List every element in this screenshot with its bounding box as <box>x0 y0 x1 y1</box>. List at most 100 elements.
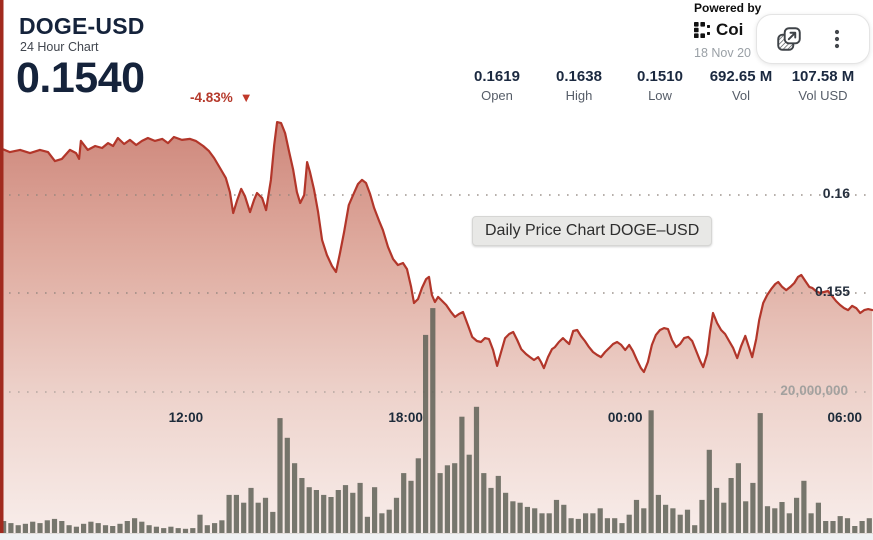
price-area-fill <box>0 122 873 533</box>
volume-bar <box>808 513 814 533</box>
powered-by-label: Powered by <box>694 1 762 15</box>
volume-bar <box>335 490 341 533</box>
volume-bar <box>612 518 618 533</box>
price-change: -4.83% ▼ <box>190 90 253 105</box>
volume-bar <box>583 513 589 533</box>
volume-bar <box>364 516 370 533</box>
volume-bar <box>663 504 669 533</box>
volume-bar <box>241 502 247 533</box>
volume-bar <box>270 511 276 533</box>
stat-volume: 692.65 M Vol <box>686 68 796 103</box>
volume-bar <box>415 458 421 533</box>
volume-bar <box>553 499 560 533</box>
volume-bar <box>546 513 552 533</box>
widget-toolbar <box>756 14 870 64</box>
volume-bar <box>132 518 138 533</box>
volume-bar <box>233 494 239 533</box>
stat-volume-usd: 107.58 M Vol USD <box>768 68 873 103</box>
volume-bar <box>706 449 712 533</box>
open-popout-icon <box>775 25 803 53</box>
volume-bar <box>306 487 312 533</box>
volume-bar <box>44 520 50 533</box>
stat-open: 0.1619 Open <box>442 68 552 103</box>
stat-label: High <box>565 88 593 103</box>
volume-bar <box>262 497 269 534</box>
volume-bar <box>532 508 538 533</box>
volume-bar <box>714 487 720 533</box>
volume-bar <box>1 521 7 533</box>
volume-bar <box>815 502 821 533</box>
volume-bar <box>401 473 407 533</box>
volume-bar <box>517 502 523 533</box>
bottom-band <box>0 534 873 540</box>
volume-bar <box>437 473 443 533</box>
volume-bars <box>1 308 872 534</box>
volume-bar <box>430 308 436 533</box>
stat-value: 107.58 M <box>791 68 855 85</box>
volume-bar <box>277 418 283 533</box>
volume-bar <box>299 478 305 533</box>
volume-bar <box>539 513 545 533</box>
volume-bar <box>372 487 378 533</box>
volume-bar <box>459 416 465 533</box>
volume-bar <box>212 523 218 533</box>
volume-bar <box>153 526 159 533</box>
open-popout-button[interactable] <box>773 23 805 55</box>
volume-bar <box>139 521 145 533</box>
kebab-menu-button[interactable] <box>821 23 853 55</box>
volume-bar <box>168 526 174 533</box>
volume-bar <box>350 492 356 533</box>
volume-bar <box>597 508 603 533</box>
volume-bar <box>495 475 501 533</box>
volume-bar <box>117 523 123 533</box>
volume-bar <box>73 526 79 533</box>
volume-bar <box>794 497 800 534</box>
volume-bar <box>721 502 727 533</box>
volume-bar <box>88 521 94 533</box>
volume-bar <box>750 482 756 533</box>
volume-bar <box>764 506 771 533</box>
volume-bar <box>328 497 334 533</box>
volume-bar <box>823 521 829 533</box>
volume-bar <box>699 499 705 533</box>
x-axis-tick-label: 06:00 <box>828 410 863 425</box>
chart-left-edge <box>0 0 4 533</box>
volume-bar <box>481 473 487 533</box>
stat-label: Vol <box>731 88 751 103</box>
volume-bar <box>379 513 385 533</box>
volume-bar <box>735 463 741 533</box>
volume-bar <box>95 523 101 533</box>
stat-value: 0.1510 <box>637 68 683 85</box>
coinpaprika-logo-icon <box>694 21 712 39</box>
volume-bar <box>626 514 632 533</box>
volume-bar <box>473 406 480 533</box>
volume-bar <box>488 487 494 533</box>
volume-bar <box>510 501 516 533</box>
stat-low: 0.1510 Low <box>605 68 715 103</box>
volume-bar <box>692 525 698 533</box>
volume-bar <box>655 494 661 533</box>
volume-bar <box>393 497 400 534</box>
volume-bar <box>255 502 261 533</box>
volume-bar <box>30 521 36 533</box>
volume-bar <box>321 494 327 533</box>
volume-bar <box>59 521 65 533</box>
stat-value: 0.1638 <box>556 68 602 85</box>
volume-bar <box>837 516 843 533</box>
volume-bar <box>182 528 189 533</box>
volume-bar <box>844 518 851 533</box>
volume-bar <box>408 480 414 533</box>
volume-bar <box>197 514 203 533</box>
volume-bar <box>524 506 530 533</box>
volume-bar <box>757 413 763 533</box>
brand-name: Coi <box>716 20 744 39</box>
brand-logo[interactable]: Coi <box>694 20 743 40</box>
volume-bar <box>124 521 130 533</box>
volume-bar <box>772 508 778 533</box>
volume-bar <box>452 463 458 533</box>
volume-bar <box>590 513 596 533</box>
stat-label: Vol USD <box>798 88 848 103</box>
volume-bar <box>466 454 472 533</box>
volume-bar <box>102 525 109 533</box>
